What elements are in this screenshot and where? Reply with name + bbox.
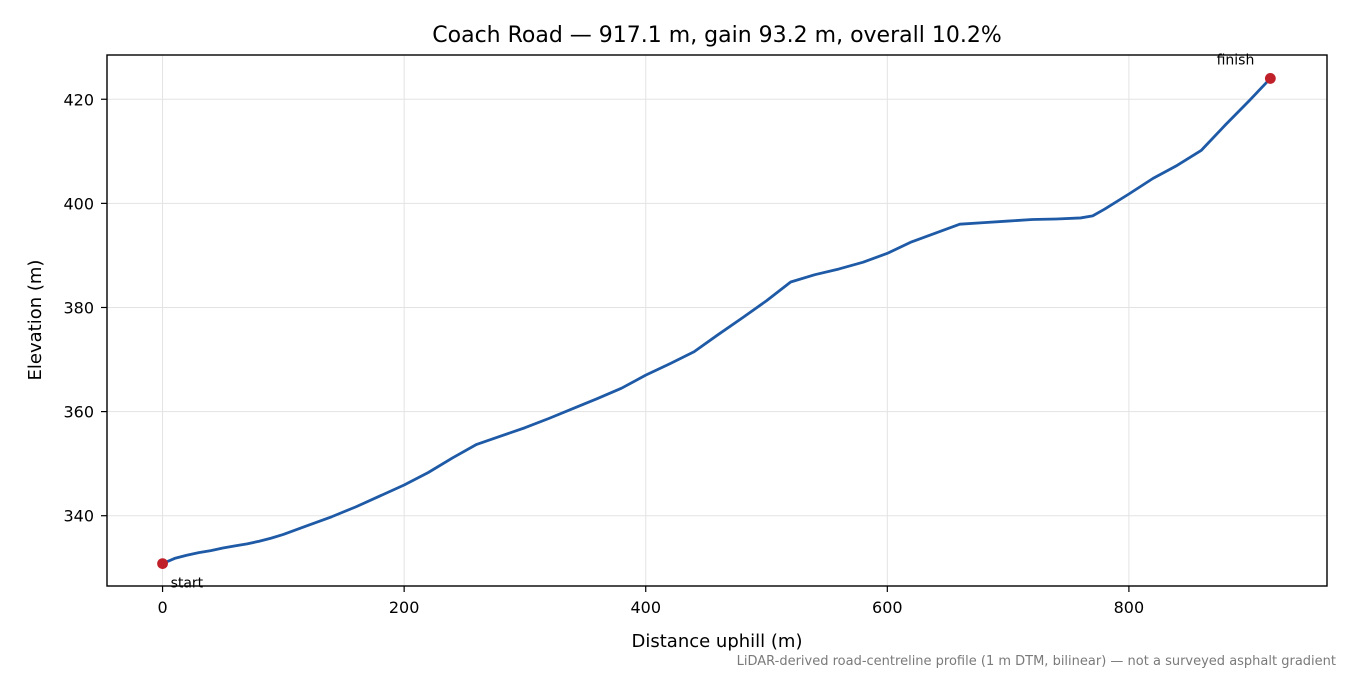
grid-layer	[107, 55, 1327, 586]
start-point	[157, 558, 168, 570]
series-layer	[161, 77, 1272, 566]
y-tick-label-2: 380	[63, 298, 94, 317]
y-tick-label-4: 420	[63, 90, 94, 109]
x-axis-label: Distance uphill (m)	[632, 631, 803, 652]
x-tick-label-4: 800	[1114, 598, 1145, 617]
x-tick-label-3: 600	[872, 598, 903, 617]
x-tick-label-2: 400	[630, 598, 661, 617]
start-label: start	[171, 576, 204, 592]
series-line-0	[161, 77, 1272, 566]
plot-frame	[106, 54, 1328, 587]
point-layer: start finish	[157, 52, 1276, 592]
y-tick-label-0: 340	[63, 507, 94, 526]
finish-label: finish	[1217, 52, 1255, 68]
y-axis-label: Elevation (m)	[25, 260, 46, 381]
tick-label-layer: 0 200 400 600 800 340 360 380 400 420	[63, 90, 1144, 617]
finish-point	[1264, 73, 1276, 84]
y-tick-label-1: 360	[63, 403, 94, 422]
y-tick-label-3: 400	[63, 194, 94, 213]
footnote: LiDAR-derived road-centreline profile (1…	[737, 654, 1336, 669]
x-tick-label-0: 0	[157, 598, 167, 617]
x-tick-label-1: 200	[389, 598, 420, 617]
axes-layer	[101, 54, 1328, 592]
chart-title: Coach Road — 917.1 m, gain 93.2 m, overa…	[432, 23, 1001, 48]
